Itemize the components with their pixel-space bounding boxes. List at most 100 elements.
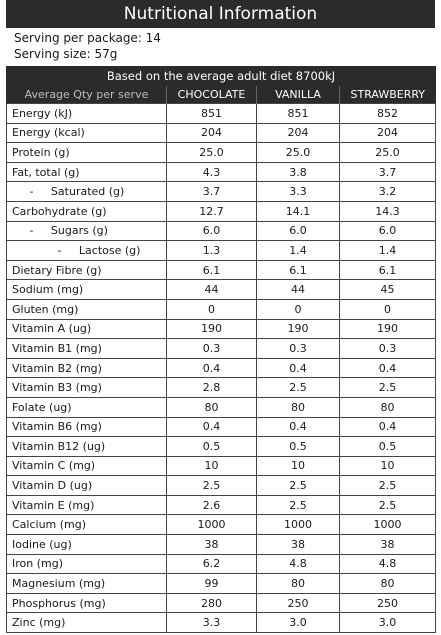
chocolate-value: 25.0 bbox=[166, 142, 257, 163]
vanilla-value: 14.1 bbox=[256, 200, 340, 222]
vanilla-value: 0.5 bbox=[256, 436, 340, 457]
header-chocolate: CHOCOLATE bbox=[166, 85, 257, 104]
chocolate-value: 1000 bbox=[166, 514, 257, 536]
serving-size: Serving size: 57g bbox=[14, 47, 118, 61]
table-row: Phosphorus (mg) 280 250 250 bbox=[6, 592, 436, 614]
vanilla-value: 3.8 bbox=[256, 161, 340, 183]
table-row: Protein (g) 25.0 25.0 25.0 bbox=[6, 142, 436, 163]
nutrient-label: Vitamin E (mg) bbox=[6, 494, 167, 516]
panel-title: Nutritional Information bbox=[6, 0, 435, 28]
strawberry-value: 80 bbox=[339, 573, 436, 594]
table-row: Iron (mg) 6.2 4.8 4.8 bbox=[6, 553, 436, 575]
nutrient-label: - Lactose (g) bbox=[6, 240, 167, 261]
vanilla-value: 1.4 bbox=[256, 240, 340, 261]
nutrient-label: - Saturated (g) bbox=[6, 181, 167, 202]
vanilla-value: 6.1 bbox=[256, 259, 340, 281]
nutrient-label: Iodine (ug) bbox=[6, 534, 167, 555]
chocolate-value: 99 bbox=[166, 573, 257, 594]
nutrient-label: Iron (mg) bbox=[6, 553, 167, 575]
table-row: Calcium (mg) 1000 1000 1000 bbox=[6, 514, 436, 536]
table-row: Carbohydrate (g) 12.7 14.1 14.3 bbox=[6, 200, 436, 222]
chocolate-value: 6.2 bbox=[166, 553, 257, 575]
table-row: Vitamin B3 (mg) 2.8 2.5 2.5 bbox=[6, 377, 436, 398]
vanilla-value: 80 bbox=[256, 396, 340, 418]
nutrient-label: Calcium (mg) bbox=[6, 514, 167, 536]
chocolate-value: 3.3 bbox=[166, 612, 257, 634]
vanilla-value: 0 bbox=[256, 298, 340, 320]
table-row: Iodine (ug) 38 38 38 bbox=[6, 534, 436, 555]
diet-banner-row: Based on the average adult diet 8700kJ bbox=[6, 66, 436, 86]
header-qty-per-serve: Average Qty per serve bbox=[6, 85, 167, 104]
nutrient-label: Vitamin D (ug) bbox=[6, 475, 167, 496]
strawberry-value: 2.5 bbox=[339, 494, 436, 516]
vanilla-value: 851 bbox=[256, 103, 340, 124]
vanilla-value: 0.4 bbox=[256, 357, 340, 379]
strawberry-value: 3.7 bbox=[339, 161, 436, 183]
nutrient-label: Vitamin B2 (mg) bbox=[6, 357, 167, 379]
vanilla-value: 4.8 bbox=[256, 553, 340, 575]
nutrition-panel: Nutritional Information Serving per pack… bbox=[6, 0, 436, 634]
chocolate-value: 80 bbox=[166, 396, 257, 418]
strawberry-value: 80 bbox=[339, 396, 436, 418]
vanilla-value: 2.5 bbox=[256, 494, 340, 516]
table-row: Vitamin A (ug) 190 190 190 bbox=[6, 318, 436, 340]
table-row: Vitamin B2 (mg) 0.4 0.4 0.4 bbox=[6, 357, 436, 379]
strawberry-value: 4.8 bbox=[339, 553, 436, 575]
table-row: Magnesium (mg) 99 80 80 bbox=[6, 573, 436, 594]
strawberry-value: 204 bbox=[339, 122, 436, 144]
vanilla-value: 80 bbox=[256, 573, 340, 594]
strawberry-value: 0.3 bbox=[339, 338, 436, 359]
nutrient-label: Sodium (mg) bbox=[6, 279, 167, 300]
nutrient-label: Folate (ug) bbox=[6, 396, 167, 418]
chocolate-value: 0.4 bbox=[166, 416, 257, 438]
chocolate-value: 851 bbox=[166, 103, 257, 124]
nutrient-label: Energy (kJ) bbox=[6, 103, 167, 124]
chocolate-value: 1.3 bbox=[166, 240, 257, 261]
strawberry-value: 38 bbox=[339, 534, 436, 555]
header-vanilla: VANILLA bbox=[256, 85, 340, 104]
strawberry-value: 1.4 bbox=[339, 240, 436, 261]
strawberry-value: 45 bbox=[339, 279, 436, 300]
diet-banner: Based on the average adult diet 8700kJ bbox=[6, 66, 436, 86]
vanilla-value: 10 bbox=[256, 455, 340, 477]
header-strawberry: STRAWBERRY bbox=[339, 85, 436, 104]
serving-info: Serving per package: 14 Serving size: 57… bbox=[6, 28, 435, 66]
table-row: Vitamin B12 (ug) 0.5 0.5 0.5 bbox=[6, 436, 436, 457]
chocolate-value: 0.4 bbox=[166, 357, 257, 379]
strawberry-value: 0.4 bbox=[339, 416, 436, 438]
nutrient-label: Gluten (mg) bbox=[6, 298, 167, 320]
chocolate-value: 6.1 bbox=[166, 259, 257, 281]
vanilla-value: 38 bbox=[256, 534, 340, 555]
vanilla-value: 0.4 bbox=[256, 416, 340, 438]
vanilla-value: 2.5 bbox=[256, 475, 340, 496]
strawberry-value: 0.5 bbox=[339, 436, 436, 457]
chocolate-value: 2.5 bbox=[166, 475, 257, 496]
table-row: - Sugars (g) 6.0 6.0 6.0 bbox=[6, 220, 436, 242]
strawberry-value: 1000 bbox=[339, 514, 436, 536]
table-row: Energy (kcal) 204 204 204 bbox=[6, 122, 436, 144]
chocolate-value: 0.5 bbox=[166, 436, 257, 457]
strawberry-value: 10 bbox=[339, 455, 436, 477]
chocolate-value: 190 bbox=[166, 318, 257, 340]
chocolate-value: 6.0 bbox=[166, 220, 257, 242]
strawberry-value: 0 bbox=[339, 298, 436, 320]
nutrient-label: Vitamin B1 (mg) bbox=[6, 338, 167, 359]
nutrient-label: Zinc (mg) bbox=[6, 612, 167, 634]
vanilla-value: 3.0 bbox=[256, 612, 340, 634]
nutrient-label: Vitamin B12 (ug) bbox=[6, 436, 167, 457]
nutrient-label: Vitamin A (ug) bbox=[6, 318, 167, 340]
chocolate-value: 3.7 bbox=[166, 181, 257, 202]
table-row: Vitamin B6 (mg) 0.4 0.4 0.4 bbox=[6, 416, 436, 438]
strawberry-value: 0.4 bbox=[339, 357, 436, 379]
nutrient-label: Carbohydrate (g) bbox=[6, 200, 167, 222]
strawberry-value: 250 bbox=[339, 592, 436, 614]
nutrient-label: Phosphorus (mg) bbox=[6, 592, 167, 614]
table-row: Dietary Fibre (g) 6.1 6.1 6.1 bbox=[6, 259, 436, 281]
nutrient-label: - Sugars (g) bbox=[6, 220, 167, 242]
table-row: Gluten (mg) 0 0 0 bbox=[6, 298, 436, 320]
strawberry-value: 25.0 bbox=[339, 142, 436, 163]
chocolate-value: 2.8 bbox=[166, 377, 257, 398]
vanilla-value: 6.0 bbox=[256, 220, 340, 242]
header-row: Average Qty per serve CHOCOLATE VANILLA … bbox=[6, 85, 436, 104]
chocolate-value: 12.7 bbox=[166, 200, 257, 222]
